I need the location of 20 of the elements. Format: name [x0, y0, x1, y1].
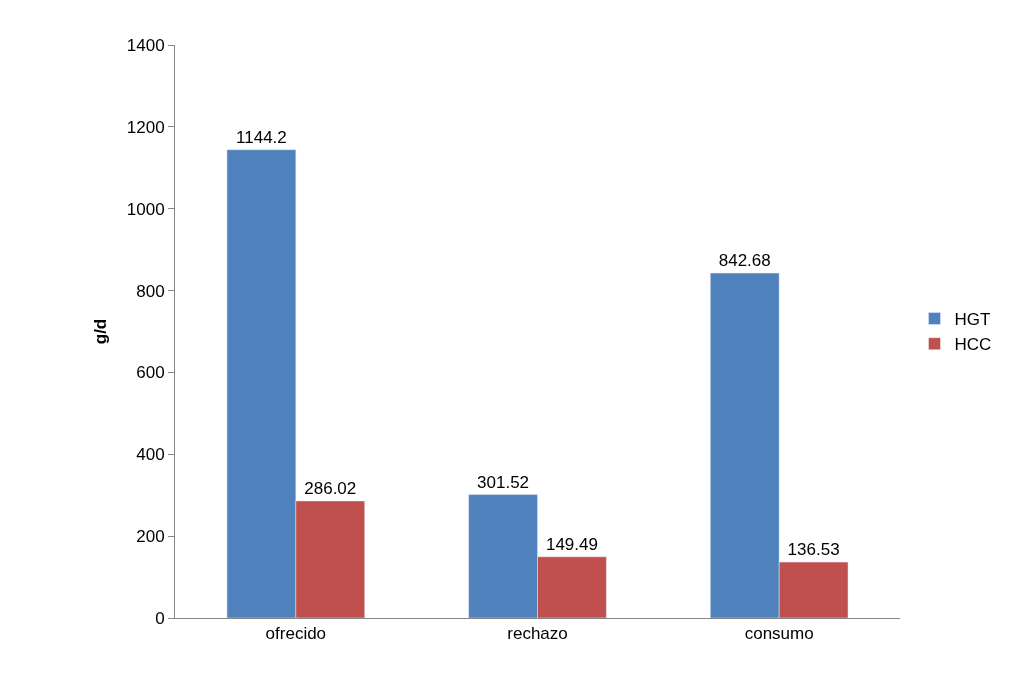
data-label: 286.02: [304, 478, 357, 498]
data-label: 842.68: [718, 251, 771, 271]
data-label: 1144.2: [236, 127, 287, 147]
y-axis-title: g/d: [91, 318, 111, 345]
legend-label: HGT: [954, 310, 991, 330]
x-tick-label: consumo: [744, 624, 814, 644]
y-tick-label: 600: [136, 363, 165, 383]
x-tick-label: ofrecido: [265, 624, 327, 644]
y-tick-label: 800: [136, 281, 165, 301]
x-tick-label: rechazo: [507, 624, 568, 644]
data-label: 136.53: [787, 540, 840, 560]
y-tick-label: 200: [136, 527, 165, 547]
y-tick-label: 0: [155, 608, 165, 628]
y-tick-label: 1400: [126, 35, 165, 55]
y-tick-label: 1000: [126, 199, 165, 219]
data-label: 149.49: [545, 534, 598, 554]
y-tick-label: 1200: [126, 117, 165, 137]
y-tick-label: 400: [136, 445, 165, 465]
legend-label: HCC: [954, 335, 992, 355]
data-label: 301.52: [477, 472, 530, 492]
